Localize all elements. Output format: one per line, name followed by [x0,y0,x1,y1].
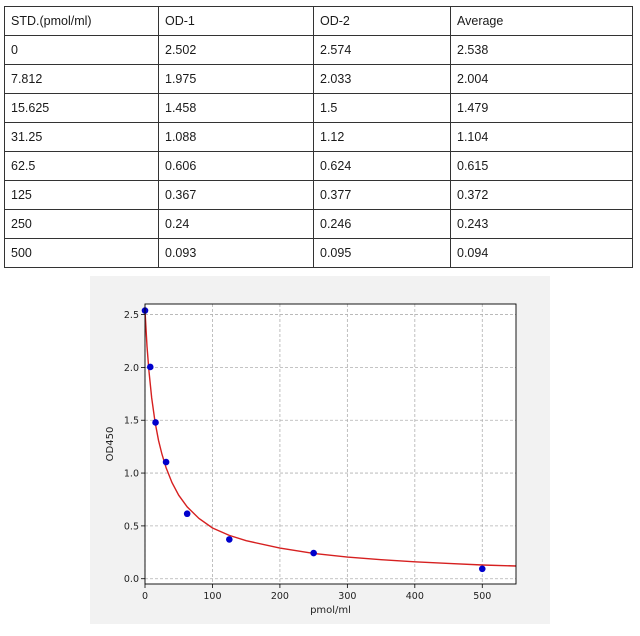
table-cell: 0.243 [450,209,633,239]
table-row: 0 2.502 2.574 2.538 [4,35,633,65]
table-cell: 0 [4,35,159,65]
x-axis-title: pmol/ml [310,605,351,616]
table-cell: 0.094 [450,238,633,268]
x-tick-label: 0 [142,591,148,602]
standard-curve-chart: 0 100 200 300 400 500 0.0 0.5 1.0 1.5 2.0 2.5 pmol/m… [90,276,550,624]
table-cell: 0.093 [158,238,314,268]
table-cell: 1.088 [158,122,314,152]
table-cell: 0.624 [313,151,451,181]
table-cell: 2.502 [158,35,314,65]
table-cell: 0.372 [450,180,633,210]
table-cell: 500 [4,238,159,268]
table-cell: 250 [4,209,159,239]
table-row: 31.25 1.088 1.12 1.104 [4,122,633,152]
table-cell: 2.033 [313,64,451,94]
table-cell: 2.538 [450,35,633,65]
table-cell: 2.574 [313,35,451,65]
x-tick-label: 300 [338,591,356,602]
x-tick-label: 200 [271,591,289,602]
data-point [226,536,233,543]
y-tick-label: 0.5 [124,521,139,532]
data-point [152,419,159,426]
x-tick-label: 400 [406,591,424,602]
axes-frame [144,303,517,585]
column-header-std: STD.(pmol/ml) [4,6,159,36]
table-row: 62.5 0.606 0.624 0.615 [4,151,633,181]
table-row: 7.812 1.975 2.033 2.004 [4,64,633,94]
table-cell: 15.625 [4,93,159,123]
data-point [478,565,486,573]
fitted-curve [144,310,517,567]
table-row: 500 0.093 0.095 0.094 [4,238,633,268]
table-cell: 1.458 [158,93,314,123]
table-cell: 1.104 [450,122,633,152]
table-cell: 0.24 [158,209,314,239]
table-cell: 7.812 [4,64,159,94]
y-tick-label: 1.5 [124,416,139,427]
column-header-od2: OD-2 [313,6,451,36]
table-cell: 0.606 [158,151,314,181]
y-tick-label: 0.0 [124,574,139,585]
table-header-row: STD.(pmol/ml) OD-1 OD-2 Average [4,6,633,36]
table-cell: 1.5 [313,93,451,123]
table-cell: 0.377 [313,180,451,210]
y-tick-label: 2.5 [124,310,139,321]
data-point [183,510,191,518]
data-point [162,458,170,466]
table-cell: 0.615 [450,151,633,181]
x-tick-label: 100 [203,591,221,602]
data-point [310,549,317,557]
table-row: 250 0.24 0.246 0.243 [4,209,633,239]
table-row: 15.625 1.458 1.5 1.479 [4,93,633,123]
data-point [146,363,154,371]
column-header-od1: OD-1 [158,6,314,36]
y-tick-label: 2.0 [124,363,139,374]
plot-area [145,304,516,584]
table-cell: 0.095 [313,238,451,268]
y-tick-label: 1.0 [124,469,139,480]
table-cell: 1.975 [158,64,314,94]
standard-curve-table: STD.(pmol/ml) OD-1 OD-2 Average 0 2.502 2.… [4,6,633,268]
table-cell: 125 [4,180,159,210]
chart-svg: 0 100 200 300 400 500 0.0 0.5 1.0 1.5 2.0 2.5 pmol/m… [105,303,517,616]
table-cell: 1.12 [313,122,451,152]
x-tick-label: 500 [473,591,491,602]
column-header-average: Average [450,6,633,36]
table-row: 125 0.367 0.377 0.372 [4,180,633,210]
table-cell: 1.479 [450,93,633,123]
table-cell: 2.004 [450,64,633,94]
table-cell: 62.5 [4,151,159,181]
y-axis-title: OD450 [105,427,116,462]
table-cell: 0.367 [158,180,314,210]
table-cell: 0.246 [313,209,451,239]
table-cell: 31.25 [4,122,159,152]
